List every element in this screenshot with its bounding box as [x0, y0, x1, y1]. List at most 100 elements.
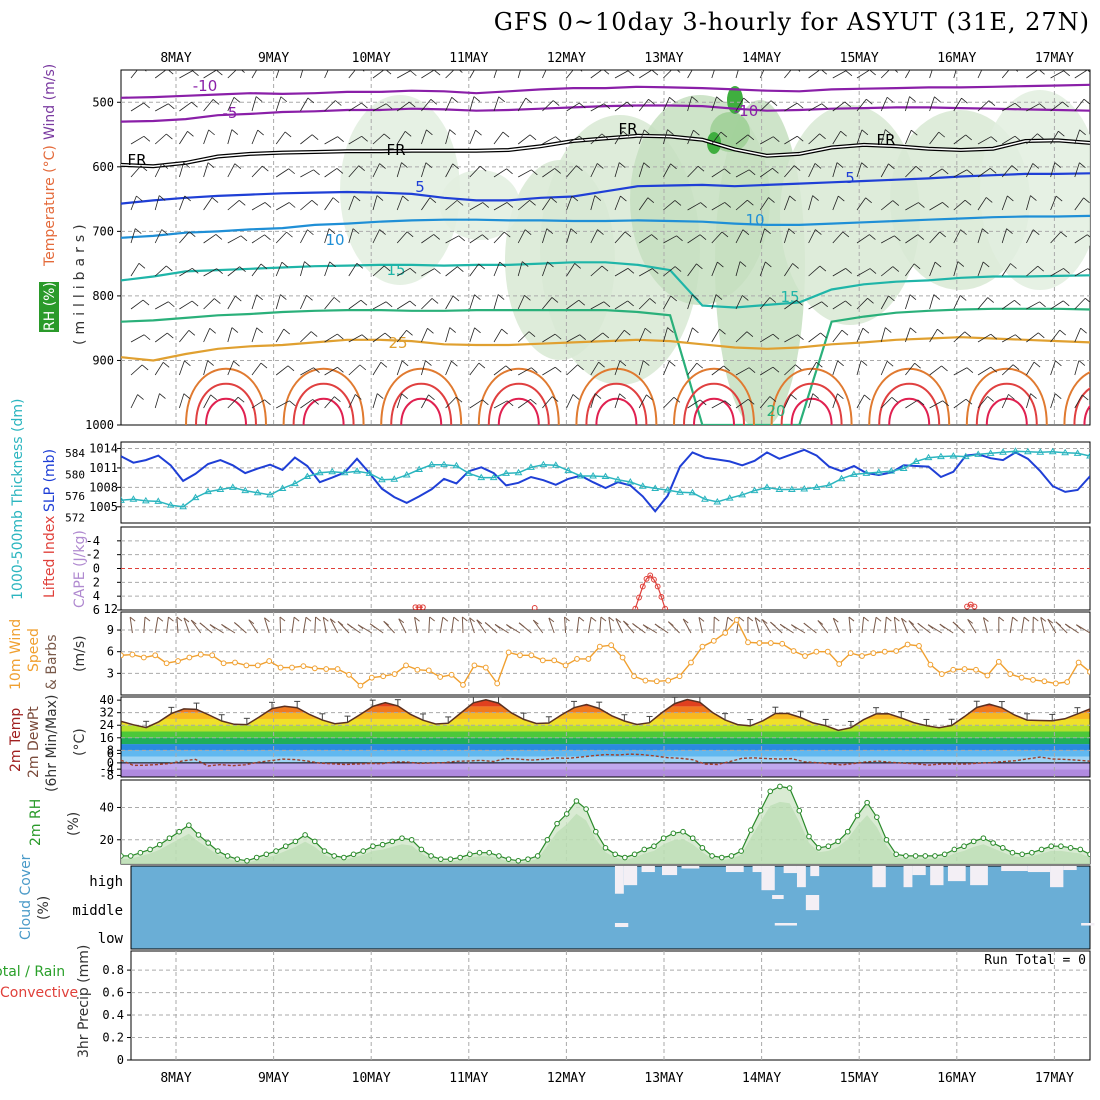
cloud-gap	[614, 866, 624, 894]
thickness-point	[576, 472, 585, 479]
date-label-top: 16MAY	[937, 51, 976, 66]
wind-barb	[130, 228, 136, 244]
ylabel-rh-units: (%)	[66, 812, 82, 836]
wind-barb	[542, 100, 554, 112]
wind-speed-point	[756, 640, 763, 646]
ylabel-millibars: (millibars)	[72, 219, 88, 345]
wind-barb-flag	[927, 624, 934, 630]
wind-barb	[203, 70, 217, 79]
wind-barb	[880, 70, 890, 79]
tick-label: -2	[86, 548, 100, 562]
cloud-gap	[623, 866, 638, 886]
wind-barb-flag	[845, 70, 853, 77]
wind-barb	[687, 202, 701, 211]
wind-barb-flag	[216, 70, 223, 76]
wind-barb-flag	[792, 263, 799, 269]
wind-barb-flag	[770, 100, 778, 106]
wind-barb-flag	[989, 167, 997, 174]
wind-barb-flag	[894, 70, 899, 73]
wind-barb-flag	[1087, 70, 1090, 73]
contour-label: 5	[845, 169, 855, 187]
wind-barb-flag	[551, 297, 559, 303]
wind-barb	[711, 294, 717, 310]
wind-barb	[759, 366, 774, 376]
wind-barb-flag	[667, 621, 674, 627]
wind-barb-flag	[1032, 616, 1039, 622]
wind-barb	[905, 130, 912, 145]
wind-barb	[396, 360, 403, 376]
contour-label: -10	[193, 77, 218, 95]
wind-barb-flag	[237, 396, 245, 403]
wind-barb-flag	[869, 268, 877, 274]
warm-contour	[683, 382, 745, 425]
wind-barb-flag	[404, 131, 412, 137]
wind-barb-flag	[1040, 617, 1047, 622]
wind-barb-flag	[183, 393, 191, 399]
wind-barb-flag	[383, 265, 391, 272]
wind-barb	[275, 168, 289, 178]
wind-barb-flag	[941, 168, 949, 175]
wind-barb-flag	[255, 96, 263, 102]
wind-barb	[687, 263, 697, 277]
wind-barb	[493, 168, 507, 178]
wind-barb-flag	[939, 231, 946, 238]
wind-speed-point	[859, 653, 865, 659]
warm-contour	[965, 367, 1048, 425]
wind-barb-flag	[134, 228, 142, 234]
rh-point	[680, 828, 686, 835]
wind-barb	[982, 617, 988, 634]
wind-barb-flag	[546, 228, 554, 234]
wind-barb-flag	[901, 617, 907, 623]
rh-point	[302, 832, 308, 838]
wind-barb-flag	[522, 64, 528, 69]
wind-barb	[929, 261, 936, 277]
wind-barb	[324, 100, 336, 112]
wind-barb-flag	[747, 616, 754, 622]
thickness-point	[204, 487, 212, 495]
wind-barb-flag	[998, 616, 1005, 622]
temperature-band	[121, 737, 1090, 745]
wind-barb	[469, 96, 475, 112]
wind-barb-flag	[791, 624, 797, 630]
wind-barb	[1050, 268, 1064, 277]
wind-barb	[1001, 394, 1009, 409]
wind-barb	[324, 297, 335, 310]
thickness-point	[514, 468, 523, 476]
wind-barb-flag	[504, 231, 511, 238]
wind-barb-flag	[576, 165, 583, 171]
wind-speed-point	[574, 656, 580, 662]
wind-speed-point	[129, 651, 136, 658]
rh-point	[176, 828, 182, 835]
wind-barb-flag	[964, 331, 972, 338]
wind-barb	[566, 394, 574, 409]
wind-barb	[880, 163, 889, 178]
wind-barb	[808, 195, 814, 211]
wind-barb-flag	[643, 129, 651, 136]
wind-barb	[663, 200, 676, 211]
wind-barb-flag	[917, 234, 925, 240]
wind-speed-point	[140, 654, 147, 661]
wind-barb-flag	[699, 399, 707, 406]
wind-barb-flag	[796, 102, 804, 109]
wind-barb-flag	[140, 165, 148, 172]
wind-barb-flag	[192, 267, 199, 274]
wind-barb	[493, 131, 504, 145]
wind-barb	[880, 295, 889, 310]
wind-barb-flag	[406, 329, 413, 336]
wind-barb-flag	[129, 616, 136, 622]
tick-label: 1008	[89, 480, 118, 494]
wind-barb-flag	[184, 360, 191, 367]
wind-speed-point	[482, 664, 489, 671]
wind-barb-flag	[167, 332, 174, 339]
wind-barb-flag	[724, 202, 732, 208]
wind-barb	[421, 99, 432, 112]
wind-barb-flag	[967, 618, 973, 624]
rh-point	[273, 848, 279, 854]
wind-barb-flag	[691, 96, 698, 102]
wind-speed-point	[494, 680, 501, 687]
wind-barb-flag	[1033, 361, 1041, 368]
warm-contour	[868, 367, 951, 425]
wind-barb-flag	[841, 329, 849, 336]
rh-point	[525, 856, 531, 862]
wind-barb-flag	[1087, 234, 1090, 238]
